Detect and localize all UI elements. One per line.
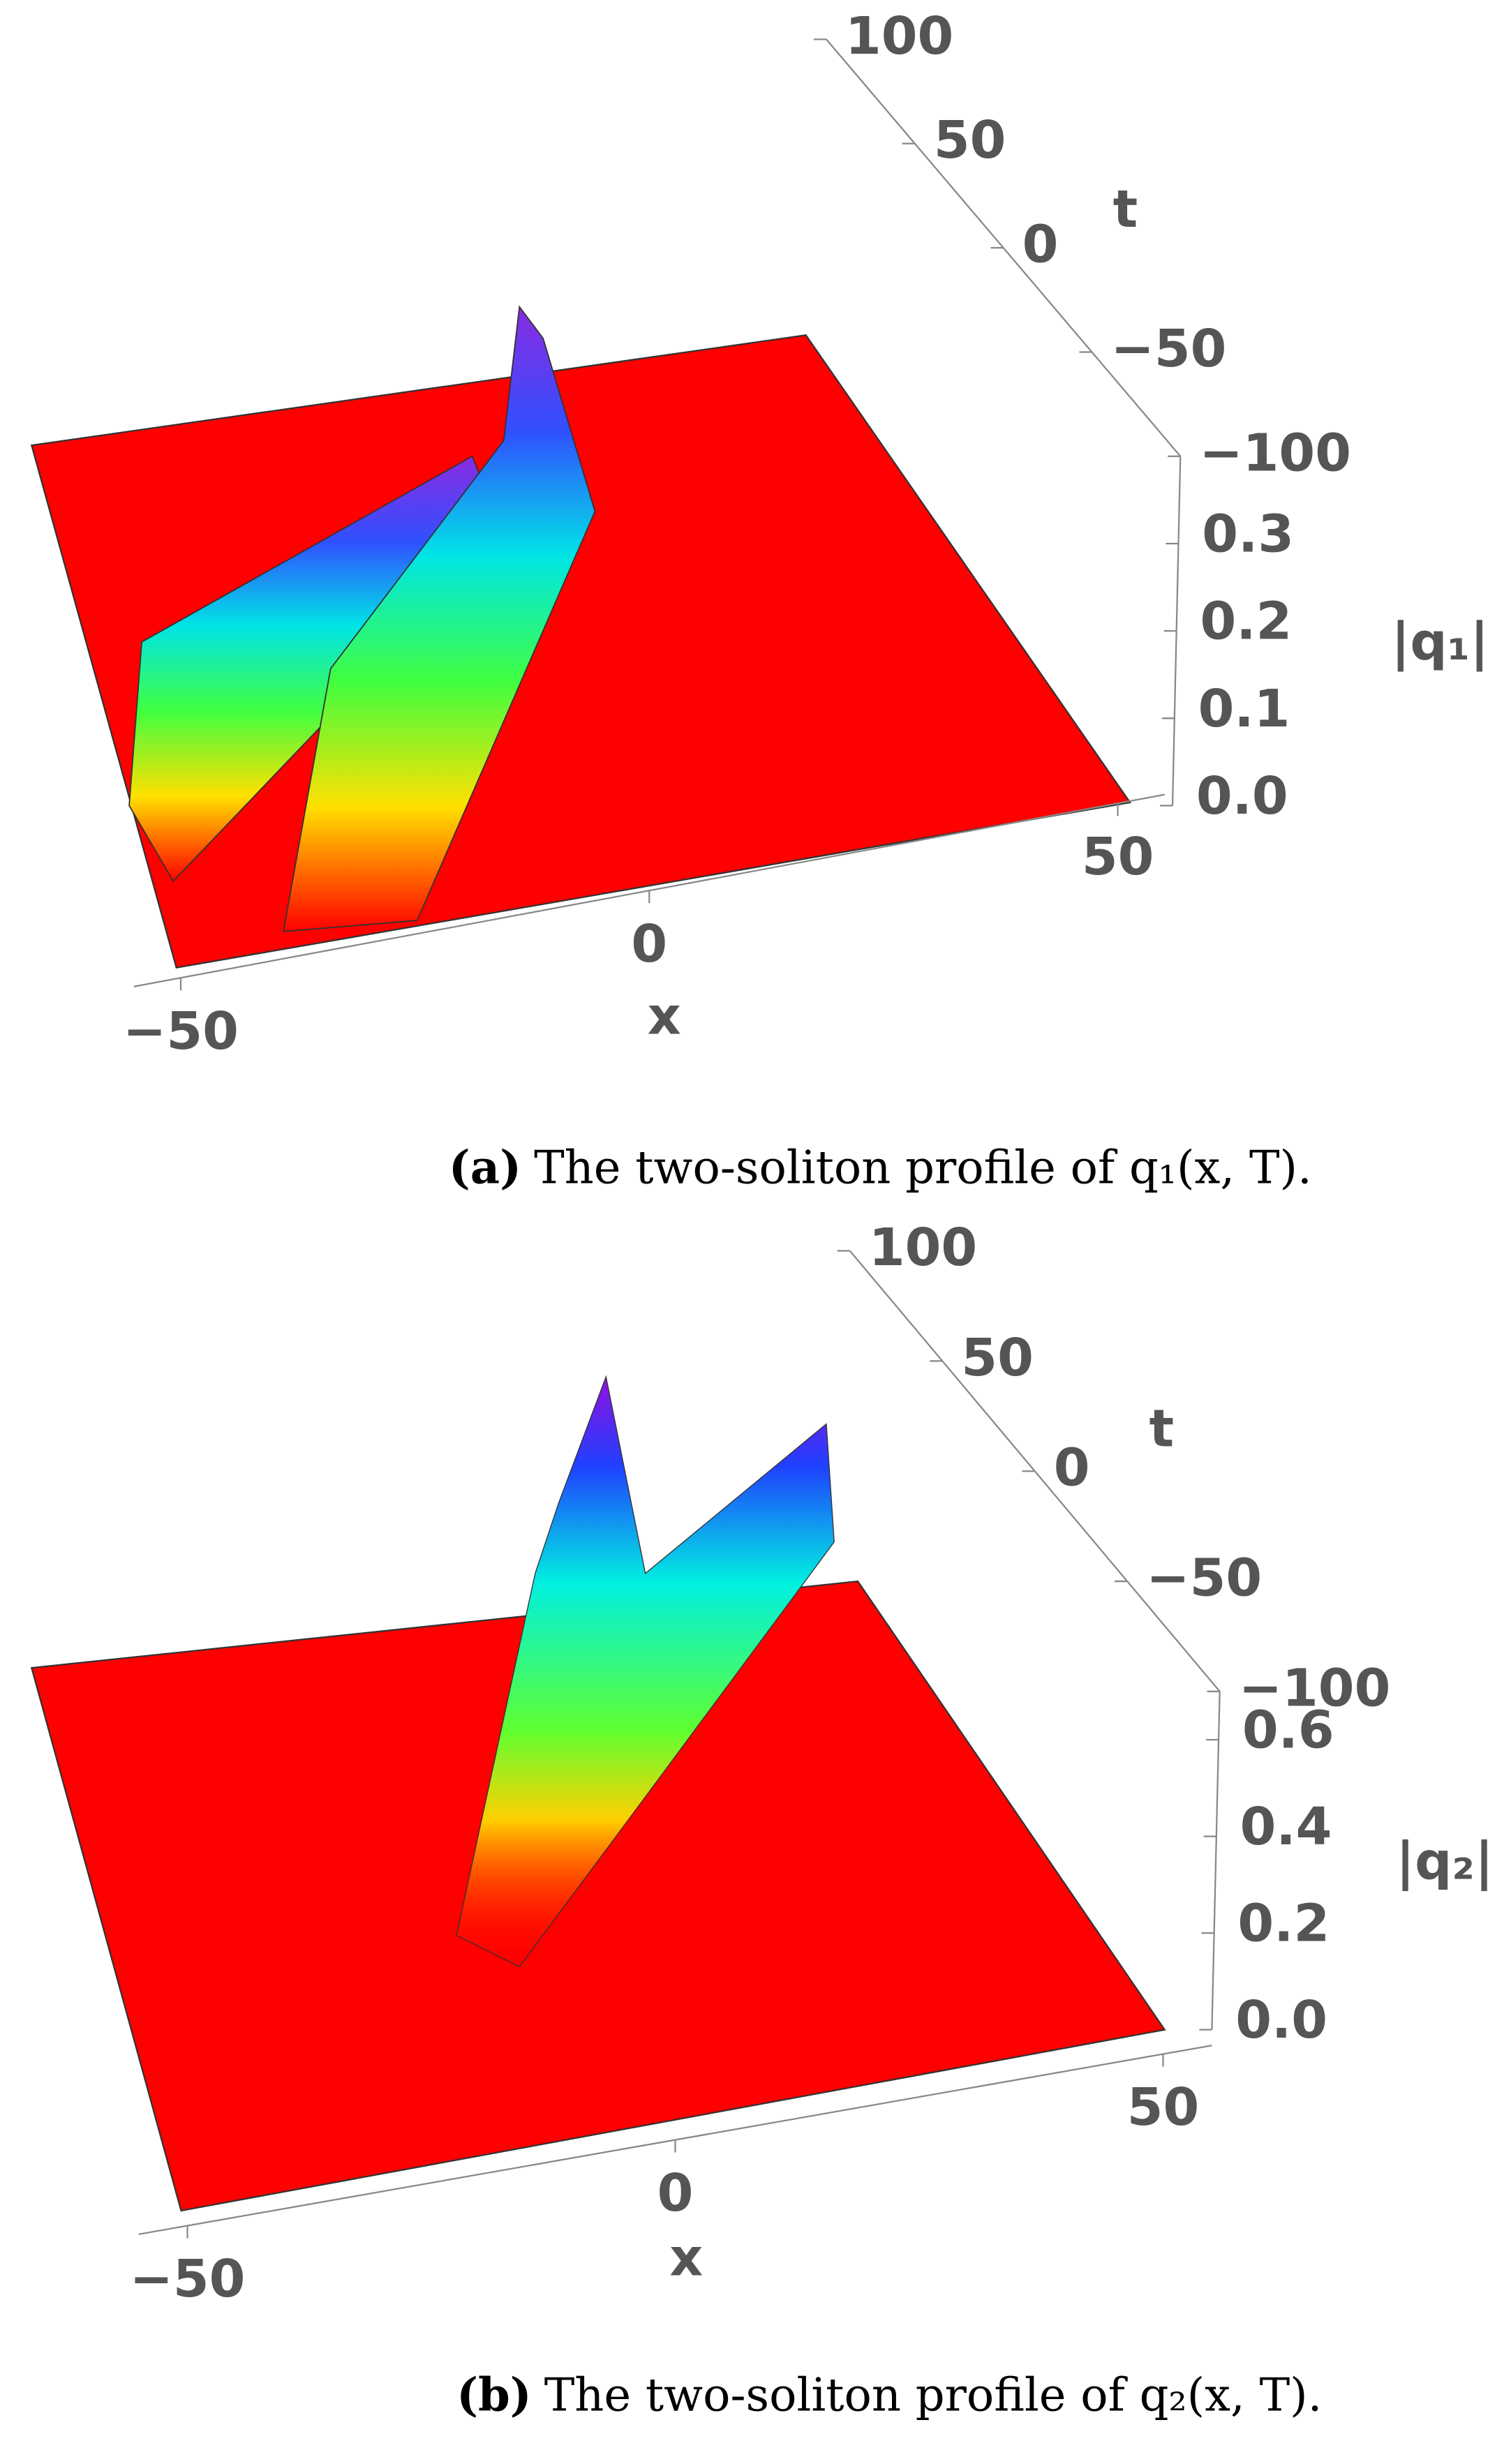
z-tick-label: 0.2 <box>1200 591 1292 652</box>
y-tick-label: 100 <box>869 1217 977 1278</box>
caption: (b) The two-soliton profile of q₂(x, T). <box>456 2368 1322 2421</box>
y-tick-label: 50 <box>961 1327 1034 1388</box>
y-tick-label: −100 <box>1199 422 1351 483</box>
panel: −50 0 50 −100 −50 0 50 100 0.0 0.2 0.4 0.6 x t |q₂| (b)… <box>130 1217 1494 2421</box>
surface-b <box>30 1375 1166 2212</box>
x-axis-label: x <box>648 986 681 1047</box>
caption-tag: (a) <box>449 1142 521 1195</box>
z-tick-label: 0.2 <box>1237 1893 1330 1954</box>
x-tick-label: 0 <box>631 913 667 974</box>
x-tick-label: 50 <box>1082 826 1154 887</box>
y-tick-label: 0 <box>1022 214 1059 275</box>
y-tick-label: −50 <box>1146 1548 1262 1608</box>
y-axis-label: t <box>1149 1398 1174 1458</box>
y-tick-label: 100 <box>845 6 953 66</box>
y-tick-label: 0 <box>1054 1438 1090 1498</box>
x-tick-label: −50 <box>130 2248 246 2309</box>
x-tick-label: 0 <box>657 2163 694 2223</box>
caption: (a) The two-soliton profile of q₁(x, T). <box>449 1142 1312 1195</box>
caption-tag: (b) <box>456 2368 532 2421</box>
panel: −50 0 50 −100 −50 0 50 100 0.0 0.1 0.2 0.3 x t |q₁| (a)… <box>123 6 1489 1195</box>
z-tick-label: 0.1 <box>1198 678 1290 739</box>
caption-text: The two-soliton profile of q₂(x, T). <box>544 2368 1323 2421</box>
caption-text: The two-soliton profile of q₁(x, T). <box>534 1142 1312 1195</box>
x-tick-label: 50 <box>1127 2077 1200 2137</box>
y-axis-label: t <box>1113 179 1138 239</box>
x-axis-label: x <box>669 2227 703 2288</box>
z-tick-label: 0.3 <box>1202 504 1294 565</box>
axis-line <box>1211 1691 1221 2030</box>
x-tick-label: −50 <box>123 1001 239 1061</box>
y-tick-label: 50 <box>934 110 1006 170</box>
axis-line <box>826 38 1182 457</box>
z-axis-label: |q₂| <box>1396 1830 1494 1891</box>
y-tick-label: −50 <box>1111 318 1227 379</box>
z-tick-label: 0.6 <box>1242 1700 1334 1761</box>
z-tick-label: 0.4 <box>1240 1796 1332 1857</box>
z-tick-label: 0.0 <box>1196 766 1288 826</box>
y-tick-label: −100 <box>1239 1657 1391 1718</box>
surface-a <box>30 305 1132 969</box>
z-axis-label: |q₁| <box>1391 611 1489 672</box>
z-tick-label: 0.0 <box>1235 1989 1327 2050</box>
